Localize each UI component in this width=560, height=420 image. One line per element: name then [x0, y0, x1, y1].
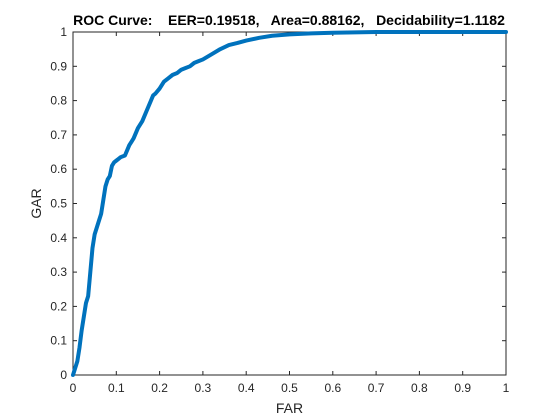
y-tick-label: 0.2 [50, 299, 67, 313]
y-axis-label: GAR [28, 188, 44, 218]
roc-curve-line [71, 30, 508, 377]
y-tick-label: 0.4 [50, 231, 67, 245]
x-tick-label: 1 [503, 381, 510, 395]
x-tick-label: 0 [70, 381, 77, 395]
x-tick-label: 0.3 [195, 381, 212, 395]
y-tick-label: 0.3 [50, 265, 67, 279]
x-axis-label: FAR [276, 400, 303, 416]
y-tick-label: 1 [60, 25, 67, 39]
plot-area [72, 31, 507, 376]
x-tick-label: 0.8 [411, 381, 428, 395]
x-tick-label: 0.7 [368, 381, 385, 395]
y-tick-label: 0.9 [50, 59, 67, 73]
y-tick-label: 0.1 [50, 334, 67, 348]
x-tick-label: 0.5 [281, 381, 298, 395]
x-tick-label: 0.6 [324, 381, 341, 395]
x-tick-label: 0.4 [238, 381, 255, 395]
axis-tick-labels: 0 0.1 0.2 0.3 0.4 0.5 0.6 0.7 0.8 0.9 1 0 0.1 0.2 0.3 0… [50, 25, 509, 395]
y-tick-label: 0.6 [50, 162, 67, 176]
chart-title: ROC Curve: EER=0.19518, Area=0.88162, De… [73, 12, 505, 28]
y-tick-label: 0.7 [50, 128, 67, 142]
y-tick-label: 0.8 [50, 94, 67, 108]
x-tick-label: 0.9 [454, 381, 471, 395]
x-tick-label: 0.2 [151, 381, 168, 395]
x-tick-label: 0.1 [108, 381, 125, 395]
y-tick-label: 0 [60, 368, 67, 382]
y-tick-label: 0.5 [50, 197, 67, 211]
